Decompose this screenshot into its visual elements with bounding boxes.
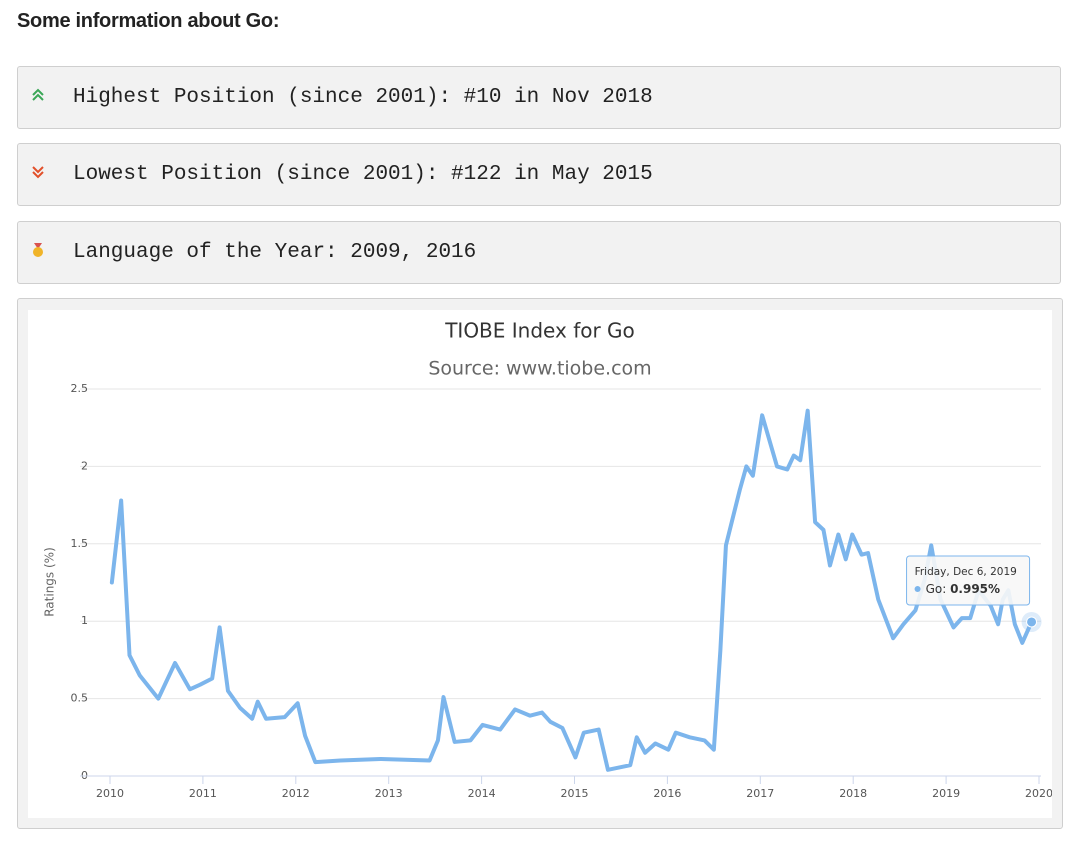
medal-icon bbox=[33, 243, 43, 257]
tooltip-value: 0.995% bbox=[950, 581, 1000, 595]
info-text: Highest Position (since 2001): #10 in No… bbox=[73, 86, 653, 109]
info-text: Lowest Position (since 2001): #122 in Ma… bbox=[73, 163, 653, 186]
tooltip-series: Go bbox=[926, 581, 943, 595]
y-tick-label: 2.5 bbox=[71, 382, 89, 395]
x-tick-label: 2017 bbox=[746, 787, 774, 800]
y-tick-label: 2 bbox=[81, 459, 88, 472]
x-tick-label: 2018 bbox=[839, 787, 867, 800]
up-icon bbox=[32, 88, 44, 101]
chart: TIOBE Index for Go Source: www.tiobe.com… bbox=[28, 310, 1052, 818]
tooltip: Friday, Dec 6, 2019 Go: 0.995% bbox=[906, 555, 1031, 606]
down-icon bbox=[32, 166, 44, 179]
info-box: Highest Position (since 2001): #10 in No… bbox=[17, 66, 1061, 129]
tooltip-box bbox=[906, 555, 1031, 606]
x-tick-label: 2014 bbox=[468, 787, 496, 800]
x-tick-label: 2013 bbox=[375, 787, 403, 800]
heading: Some information about Go: bbox=[17, 10, 280, 32]
chart-background bbox=[28, 310, 1052, 818]
x-tick-label: 2010 bbox=[96, 787, 124, 800]
tooltip-text: Go: 0.995% bbox=[926, 581, 1000, 595]
y-tick-label: 0.5 bbox=[71, 692, 89, 705]
y-tick-label: 1.5 bbox=[71, 537, 89, 550]
tooltip-date: Friday, Dec 6, 2019 bbox=[915, 566, 1017, 578]
x-tick-label: 2012 bbox=[282, 787, 310, 800]
tooltip-bullet bbox=[914, 585, 921, 592]
chart-title: TIOBE Index for Go bbox=[444, 319, 635, 343]
hover-point bbox=[1026, 616, 1038, 628]
x-tick-label: 2019 bbox=[932, 787, 960, 800]
info-box: Language of the Year: 2009, 2016 bbox=[17, 221, 1061, 284]
x-tick-label: 2020 bbox=[1025, 787, 1052, 800]
x-tick-label: 2015 bbox=[561, 787, 589, 800]
y-tick-label: 1 bbox=[81, 614, 88, 627]
x-tick-label: 2011 bbox=[189, 787, 217, 800]
info-text: Language of the Year: 2009, 2016 bbox=[73, 241, 477, 264]
info-box: Lowest Position (since 2001): #122 in Ma… bbox=[17, 143, 1061, 206]
y-axis-label: Ratings (%) bbox=[43, 547, 57, 617]
tooltip-colon: : bbox=[942, 581, 950, 595]
x-tick-label: 2016 bbox=[653, 787, 681, 800]
chart-subtitle: Source: www.tiobe.com bbox=[428, 358, 651, 380]
